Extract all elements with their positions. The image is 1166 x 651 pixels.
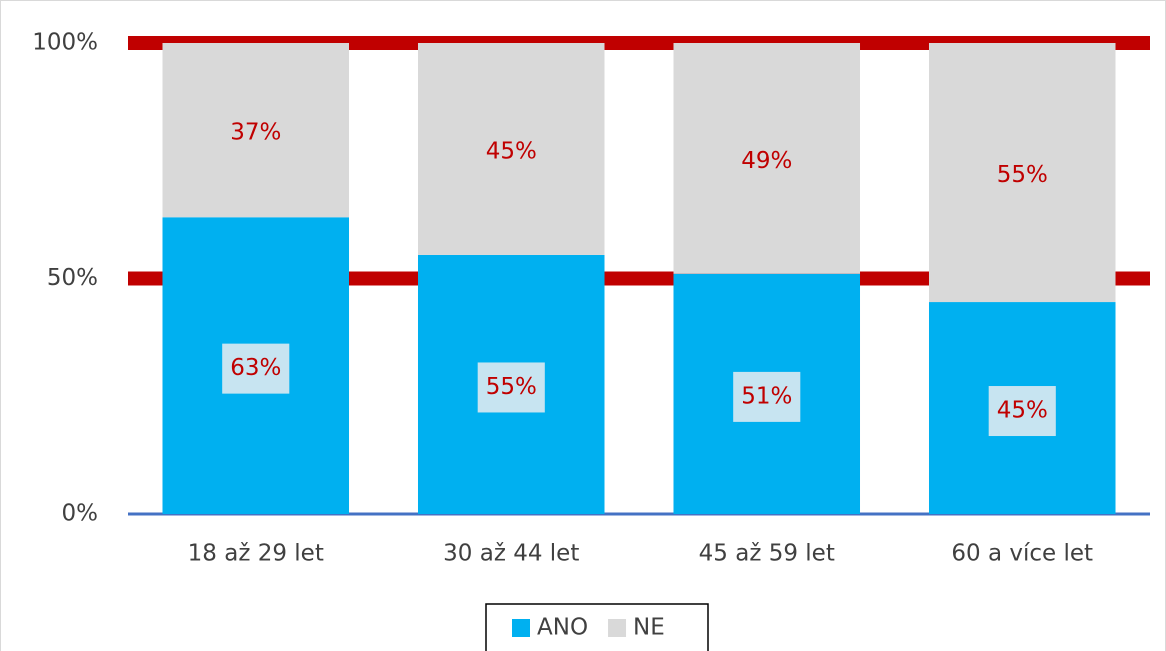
data-label: 55%	[486, 374, 537, 400]
y-tick-label: 100%	[32, 30, 98, 56]
data-label-box	[733, 371, 801, 422]
data-label: 49%	[741, 148, 792, 174]
data-label: 51%	[741, 383, 792, 409]
y-tick-label: 0%	[62, 501, 99, 527]
bar-segment	[928, 43, 1116, 303]
data-label-box	[222, 343, 290, 394]
legend-swatch	[608, 619, 627, 637]
data-label: 45%	[997, 398, 1048, 424]
x-tick-label: 45 až 59 let	[699, 541, 835, 567]
data-label-box	[988, 386, 1056, 437]
data-label: 45%	[486, 138, 537, 164]
data-label: 37%	[230, 120, 281, 146]
bar-segment	[417, 43, 605, 255]
data-label: 63%	[230, 355, 281, 381]
x-tick-label: 30 až 44 let	[443, 541, 579, 567]
data-label: 55%	[997, 162, 1048, 188]
legend-label: NE	[633, 615, 665, 641]
data-label-box	[477, 362, 545, 413]
legend-swatch	[512, 619, 530, 637]
y-tick-label: 50%	[47, 265, 98, 291]
bar-segment	[673, 43, 861, 274]
legend-label: ANO	[537, 615, 588, 641]
bar-segment	[162, 43, 350, 218]
x-tick-label: 18 až 29 let	[188, 541, 324, 567]
x-tick-label: 60 a více let	[951, 541, 1093, 567]
